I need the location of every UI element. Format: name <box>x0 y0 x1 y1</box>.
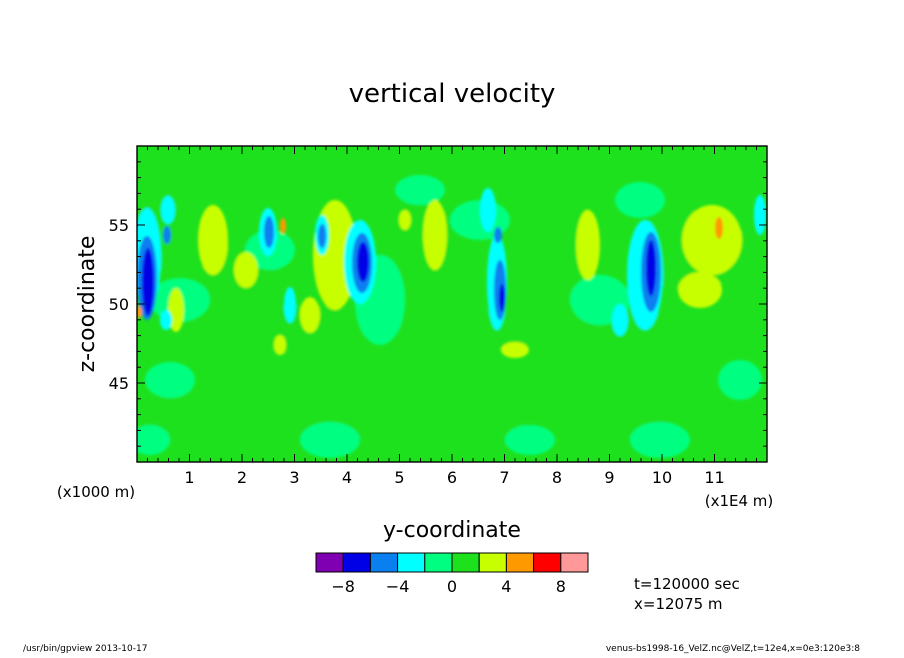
contour-patch <box>615 182 665 218</box>
contour-patch <box>718 360 762 400</box>
contour-patch <box>280 387 380 443</box>
colorbar-swatch <box>533 552 562 573</box>
colorbar-swatch <box>315 552 344 573</box>
colorbar-swatch <box>505 552 535 573</box>
contour-patch <box>576 210 600 280</box>
contour-patch <box>234 252 258 288</box>
contour-patch <box>695 405 765 455</box>
contour-patch <box>494 227 502 243</box>
colorbar-swatch <box>397 552 426 573</box>
colorbar-swatch <box>424 552 453 573</box>
colorbar-swatch <box>478 552 507 573</box>
contour-patch <box>499 284 505 312</box>
contour-patch <box>399 210 411 230</box>
colorbar-swatch <box>451 552 480 573</box>
contour-layer <box>137 146 766 458</box>
x-tick-label: 4 <box>342 468 352 487</box>
colorbar: −8 −4 0 4 8 <box>315 552 589 596</box>
x-tick-label: 10 <box>652 468 672 487</box>
x-position-annotation: x=12075 m <box>634 595 723 613</box>
contour-patch <box>678 272 722 308</box>
contour-patch <box>230 305 370 355</box>
contour-patch <box>163 226 171 244</box>
contour-patch <box>137 306 142 318</box>
contour-patch <box>395 175 445 205</box>
contour-patch <box>145 362 195 398</box>
contour-patch <box>318 224 326 248</box>
x-tick-label: 1 <box>184 468 194 487</box>
contour-patch <box>430 147 610 183</box>
contour-patch <box>264 216 274 248</box>
colorbar-tick-label: 0 <box>447 577 457 596</box>
contour-patch <box>423 200 447 270</box>
colorbar-swatch <box>342 552 371 573</box>
plot-area <box>137 146 767 462</box>
x-tick-label: 2 <box>237 468 247 487</box>
contour-patch <box>500 360 620 400</box>
y-axis-label: z-coordinate <box>75 236 100 373</box>
time-annotation: t=120000 sec <box>634 575 740 593</box>
x-tick-label: 5 <box>394 468 404 487</box>
x-axis-label: y-coordinate <box>383 518 521 543</box>
colorbar-tick-label: −4 <box>386 577 410 596</box>
x-unit-right: (x1E4 m) <box>705 492 774 510</box>
contour-patch <box>142 248 154 316</box>
contour-patch <box>284 287 296 323</box>
colorbar-swatch <box>560 552 589 573</box>
contour-patch <box>390 310 550 350</box>
contour-patch <box>198 205 228 275</box>
contour-patch <box>160 310 172 330</box>
x-tick-label: 11 <box>704 468 724 487</box>
contour-patch <box>640 146 760 174</box>
contour-patch <box>300 297 320 333</box>
y-tick-label: 45 <box>109 374 129 393</box>
contour-patch <box>274 335 286 355</box>
contour-patch <box>340 352 440 388</box>
contour-patch <box>210 365 290 395</box>
contour-patch <box>612 304 628 336</box>
contour-patch <box>357 242 369 282</box>
contour-patch <box>137 425 170 455</box>
x-axis: 1 2 3 4 5 6 7 8 9 10 11 <box>136 146 768 487</box>
y-tick-label: 55 <box>109 216 129 235</box>
contour-patch <box>525 185 595 305</box>
contour-patch <box>505 425 555 455</box>
contour-patch <box>415 395 525 455</box>
contour-patch <box>280 218 286 234</box>
contour-patch <box>646 240 656 296</box>
contour-patch <box>480 188 496 232</box>
y-axis: 45 50 55 <box>109 145 767 463</box>
x-unit-left: (x1000 m) <box>57 483 135 501</box>
colorbar-tick-label: 8 <box>556 577 566 596</box>
x-tick-label: 8 <box>552 468 562 487</box>
contour-patch <box>715 217 723 239</box>
contour-patch <box>270 153 390 197</box>
x-tick-label: 6 <box>447 468 457 487</box>
x-tick-label: 3 <box>289 468 299 487</box>
footer-right: venus-bs1998-16_VelZ.nc@VelZ,t=12e4,x=0e… <box>606 644 860 654</box>
colorbar-tick-label: −8 <box>331 577 355 596</box>
contour-patch <box>754 195 766 235</box>
contour-patch <box>140 390 260 450</box>
contour-patch <box>161 196 175 224</box>
y-tick-label: 50 <box>109 295 129 314</box>
footer-left: /usr/bin/gpview 2013-10-17 <box>23 644 147 654</box>
contour-patch <box>300 422 360 458</box>
contour-patch <box>501 342 529 358</box>
contour-patch <box>168 288 184 332</box>
colorbar-tick-label: 4 <box>501 577 511 596</box>
contour-patch <box>630 422 690 458</box>
colorbar-swatch <box>369 552 399 573</box>
contour-patch <box>137 146 260 195</box>
contour-patch <box>682 205 742 275</box>
x-tick-label: 7 <box>499 468 509 487</box>
chart-title: vertical velocity <box>349 79 556 109</box>
x-tick-label: 9 <box>604 468 614 487</box>
